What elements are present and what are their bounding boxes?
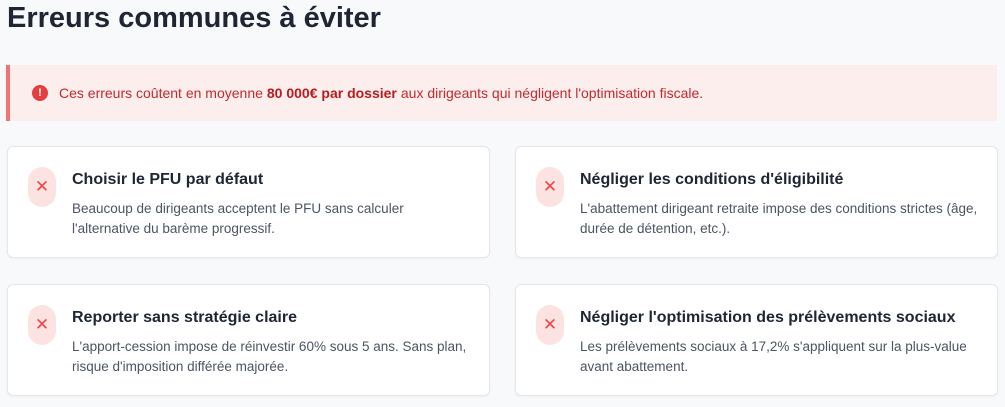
x-icon: ✕ [536,305,564,345]
mistake-card: ✕ Choisir le PFU par défaut Beaucoup de … [7,146,490,258]
x-icon: ✕ [28,305,56,345]
x-icon: ✕ [28,167,56,207]
card-title: Choisir le PFU par défaut [72,171,264,188]
alert-banner: ! Ces erreurs coûtent en moyenne 80 000€… [6,65,997,121]
mistake-card: ✕ Négliger les conditions d'éligibilité … [515,146,998,258]
alert-text-bold: 80 000€ par dossier [266,85,397,101]
card-description: Beaucoup de dirigeants acceptent le PFU … [72,201,404,236]
card-description: L'apport-cession impose de réinvestir 60… [72,339,467,374]
card-title: Négliger les conditions d'éligibilité [580,171,844,188]
card-title: Négliger l'optimisation des prélèvements… [580,309,956,326]
card-title: Reporter sans stratégie claire [72,309,297,326]
x-icon: ✕ [536,167,564,207]
alert-text-before: Ces erreurs coûtent en moyenne [59,85,263,101]
card-description: L'abattement dirigeant retraite impose d… [580,201,978,236]
mistake-card: ✕ Reporter sans stratégie claire L'appor… [7,284,490,396]
mistake-card: ✕ Négliger l'optimisation des prélèvemen… [515,284,998,396]
alert-text-after: aux dirigeants qui négligent l'optimisat… [400,85,704,101]
exclamation-circle-icon: ! [32,85,48,101]
page-title: Erreurs communes à éviter [7,2,381,34]
card-description: Les prélèvements sociaux à 17,2% s'appli… [580,339,967,374]
